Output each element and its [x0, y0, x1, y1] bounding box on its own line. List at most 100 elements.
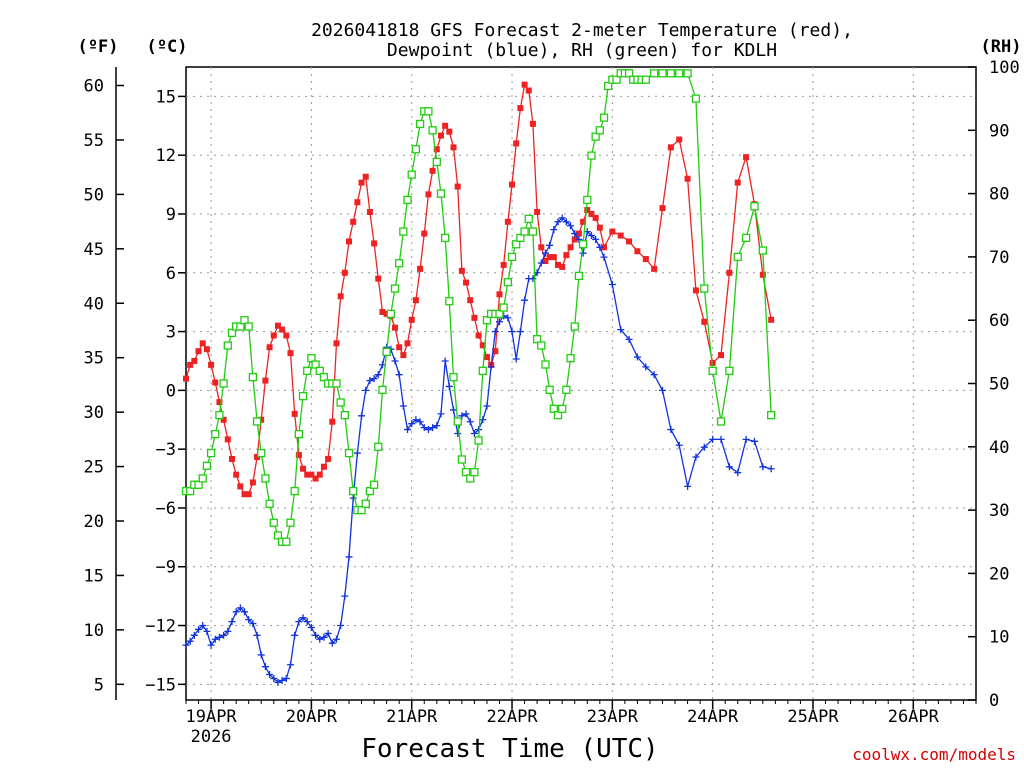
- temperature-point: [651, 265, 658, 272]
- rh-point: [767, 410, 776, 420]
- fahrenheit-tick-label: 15: [84, 566, 104, 586]
- dewpoint-point: [399, 402, 407, 410]
- rh-point: [532, 335, 542, 344]
- rh-point: [223, 341, 232, 350]
- rh-point: [303, 366, 312, 375]
- temperature-point: [283, 332, 290, 339]
- time-tick-label: 24APR: [687, 707, 739, 727]
- temperature-point: [371, 240, 378, 247]
- time-tick-label: 23APR: [587, 707, 639, 727]
- rh-point: [549, 404, 558, 413]
- temperature-point: [241, 491, 248, 498]
- dewpoint-point: [562, 218, 570, 226]
- temperature-point: [442, 122, 449, 129]
- rh-point: [194, 480, 203, 489]
- dewpoint-point: [437, 410, 445, 418]
- dewpoint-point: [487, 363, 495, 371]
- celsius-tick-label: 15: [156, 87, 176, 107]
- dewpoint-point: [408, 420, 416, 428]
- rh-point: [658, 69, 667, 78]
- dewpoint-point: [391, 357, 399, 365]
- rh-point: [599, 113, 609, 122]
- temperature-point: [626, 238, 633, 245]
- dewpoint-point: [504, 314, 512, 322]
- rh-point: [683, 69, 692, 78]
- rh-point: [382, 347, 391, 357]
- temperature-point: [308, 471, 315, 478]
- rh-point: [624, 69, 634, 78]
- temperature-point: [718, 352, 725, 359]
- dewpoint-point: [286, 661, 294, 669]
- temperature-point: [701, 318, 708, 325]
- rh-point: [236, 322, 245, 331]
- fahrenheit-tick-label: 30: [84, 403, 104, 423]
- temperature-point: [404, 340, 411, 347]
- temperature-point: [429, 167, 436, 174]
- dewpoint-point: [253, 631, 261, 639]
- time-tick-label: 21APR: [386, 707, 438, 727]
- dewpoint-point: [537, 259, 545, 267]
- temperature-point: [500, 261, 507, 268]
- dewpoint-point: [491, 328, 499, 336]
- temperature-point: [555, 261, 562, 268]
- dewpoint-point: [228, 618, 236, 626]
- time-tick-label: 25APR: [787, 707, 839, 727]
- dewpoint-point: [521, 296, 529, 304]
- temperature-point: [709, 359, 716, 366]
- dewpoint-point: [362, 386, 370, 394]
- celsius-tick-label: 0: [166, 381, 176, 401]
- rh-point: [675, 69, 684, 78]
- temperature-point: [417, 265, 424, 272]
- temperature-point: [233, 471, 240, 478]
- dewpoint-point: [617, 326, 625, 334]
- temperature-point: [366, 209, 373, 216]
- celsius-tick-label: −3: [156, 440, 176, 460]
- dewpoint-point: [725, 463, 733, 471]
- rh-point: [361, 499, 370, 508]
- dewpoint-point: [199, 622, 207, 630]
- plot-area: [181, 66, 977, 701]
- temperature-point: [567, 244, 574, 251]
- temperature-point: [575, 230, 582, 237]
- rh-point: [516, 233, 525, 243]
- rh-tick-label: 10: [989, 628, 1009, 648]
- rh-point: [257, 448, 266, 458]
- temperature-point: [768, 316, 775, 323]
- rh-point: [227, 328, 237, 338]
- temperature-point: [450, 144, 457, 151]
- dewpoint-point: [257, 651, 265, 659]
- dewpoint-point: [759, 463, 767, 471]
- rh-point: [432, 157, 441, 167]
- dewpoint-point: [642, 363, 650, 371]
- rh-point: [424, 107, 433, 116]
- celsius-tick-label: −6: [156, 499, 176, 519]
- temperature-point: [400, 352, 407, 359]
- dewpoint-point: [353, 449, 361, 457]
- temperature-point: [216, 399, 223, 406]
- celsius-tick-label: 3: [166, 323, 176, 343]
- temperature-point: [383, 310, 390, 317]
- rh-point: [441, 233, 450, 243]
- temperature-point: [726, 269, 733, 276]
- rh-point: [449, 373, 458, 382]
- rh-unit-label: (RH): [981, 37, 1022, 57]
- rh-point: [562, 385, 571, 394]
- temperature-point: [600, 244, 607, 251]
- dewpoint-point: [742, 435, 750, 443]
- dewpoint-point: [420, 424, 428, 432]
- rh-tick-label: 40: [989, 438, 1009, 458]
- dewpoint-point: [429, 424, 437, 432]
- temperature-point: [692, 287, 699, 294]
- rh-point: [558, 404, 567, 413]
- temperature-point: [266, 344, 273, 351]
- dewpoint-point: [567, 222, 575, 230]
- dewpoint-point: [328, 639, 336, 647]
- dewpoint-point: [575, 235, 583, 243]
- fahrenheit-unit-label: (ºF): [78, 37, 119, 57]
- rh-point: [386, 309, 395, 319]
- dewpoint-point: [571, 230, 579, 238]
- rh-point: [545, 385, 554, 394]
- celsius-tick-label: 9: [166, 205, 176, 225]
- rh-point: [478, 366, 487, 375]
- rh-point: [512, 240, 521, 249]
